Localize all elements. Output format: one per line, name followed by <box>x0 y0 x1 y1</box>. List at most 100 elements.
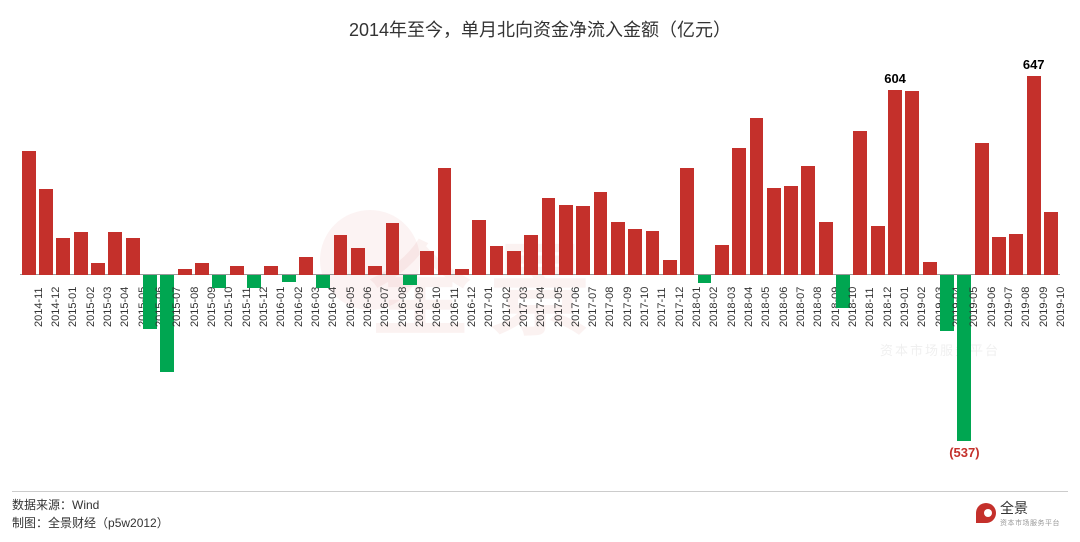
data-label: 647 <box>1023 57 1045 72</box>
bar <box>628 229 642 275</box>
bar-slot: 2014-11 <box>20 60 37 460</box>
bar-slot: 2017-01 <box>471 60 488 460</box>
bar <box>663 260 677 275</box>
bar <box>438 168 452 276</box>
bar-slot: 2019-01604 <box>886 60 903 460</box>
bar <box>698 275 712 283</box>
bar <box>542 198 556 275</box>
bar-slot: 2019-05(537) <box>956 60 973 460</box>
bar-slot: 2014-12 <box>37 60 54 460</box>
bar <box>264 266 278 275</box>
chart-area: 全景 资本市场服务平台 2014-112014-122015-012015-02… <box>20 60 1060 460</box>
bar-slot: 2015-01 <box>55 60 72 460</box>
bar <box>230 266 244 275</box>
bars-group: 2014-112014-122015-012015-022015-032015-… <box>20 60 1060 460</box>
bar-slot: 2016-02 <box>280 60 297 460</box>
bar-slot: 2019-10 <box>1042 60 1059 460</box>
bar-slot: 2017-08 <box>592 60 609 460</box>
bar <box>178 269 192 275</box>
bar-slot: 2019-08 <box>1008 60 1025 460</box>
bar <box>594 192 608 275</box>
bar <box>490 246 504 275</box>
bar <box>646 231 660 276</box>
brand-subtitle: 资本市场服务平台 <box>1000 518 1060 528</box>
bar <box>923 262 937 276</box>
bar-slot: 2019-03 <box>921 60 938 460</box>
bar <box>282 275 296 281</box>
bar <box>39 189 53 275</box>
bar-slot: 2017-07 <box>575 60 592 460</box>
bar <box>975 143 989 275</box>
bar <box>22 151 36 276</box>
bar-slot: 2018-12 <box>869 60 886 460</box>
bar-slot: 2018-09 <box>817 60 834 460</box>
bar <box>784 186 798 275</box>
x-axis-label: 2019-10 <box>1055 287 1067 327</box>
bar-slot: 2018-10 <box>834 60 851 460</box>
bar-slot: 2016-10 <box>419 60 436 460</box>
bar <box>368 266 382 275</box>
bar-slot: 2017-03 <box>505 60 522 460</box>
bar <box>108 232 122 275</box>
bar-slot: 2018-01 <box>678 60 695 460</box>
bar-slot: 2016-07 <box>367 60 384 460</box>
bar <box>472 220 486 275</box>
bar-slot: 2016-06 <box>349 60 366 460</box>
footer-source-label: 数据来源： <box>12 498 72 512</box>
bar <box>524 235 538 275</box>
bar-slot: 2017-10 <box>626 60 643 460</box>
bar-slot: 2016-09 <box>401 60 418 460</box>
bar-slot: 2019-06 <box>973 60 990 460</box>
brand-text-group: 全景 资本市场服务平台 <box>1000 498 1060 528</box>
bar-slot: 2015-07 <box>159 60 176 460</box>
bar-slot: 2015-05 <box>124 60 141 460</box>
bar <box>871 226 885 276</box>
bar-slot: 2015-04 <box>107 60 124 460</box>
bar-slot: 2018-03 <box>713 60 730 460</box>
bar-slot: 2017-12 <box>661 60 678 460</box>
bar-slot: 2019-02 <box>904 60 921 460</box>
bar <box>992 237 1006 275</box>
bar <box>611 222 625 276</box>
footer-maker-value: 全景财经（p5w2012） <box>48 516 169 530</box>
brand-logo-icon <box>976 503 996 523</box>
bar <box>507 251 521 276</box>
bar <box>819 222 833 276</box>
bar <box>334 235 348 275</box>
bar-slot: 2018-02 <box>696 60 713 460</box>
bar <box>750 118 764 275</box>
bar <box>91 263 105 275</box>
bar-slot: 2019-09647 <box>1025 60 1042 460</box>
bar <box>1009 234 1023 276</box>
chart-title: 2014年至今，单月北向资金净流入金额（亿元） <box>0 0 1080 42</box>
bar-slot: 2018-05 <box>748 60 765 460</box>
bar <box>1027 76 1041 275</box>
bar <box>455 269 469 275</box>
footer-divider <box>12 491 1068 492</box>
bar <box>801 166 815 275</box>
bar-slot: 2018-06 <box>765 60 782 460</box>
brand-block: 全景 资本市场服务平台 <box>976 498 1060 528</box>
bar <box>905 91 919 276</box>
bar-slot: 2016-08 <box>384 60 401 460</box>
bar-slot: 2015-06 <box>141 60 158 460</box>
bar-slot: 2016-04 <box>315 60 332 460</box>
bar <box>559 205 573 276</box>
bar-slot: 2018-04 <box>730 60 747 460</box>
bar-slot: 2018-08 <box>800 60 817 460</box>
bar <box>576 206 590 275</box>
bar-slot: 2015-08 <box>176 60 193 460</box>
bar-slot: 2016-01 <box>263 60 280 460</box>
bar-slot: 2017-11 <box>644 60 661 460</box>
bar <box>680 168 694 276</box>
bar-slot: 2017-09 <box>609 60 626 460</box>
bar-slot: 2018-07 <box>782 60 799 460</box>
bar <box>732 148 746 276</box>
bar <box>299 257 313 275</box>
bar-slot: 2015-11 <box>228 60 245 460</box>
bar-slot: 2015-09 <box>193 60 210 460</box>
bar <box>403 275 417 284</box>
bar-slot: 2016-05 <box>332 60 349 460</box>
bar <box>888 90 902 276</box>
footer-source-value: Wind <box>72 498 99 512</box>
